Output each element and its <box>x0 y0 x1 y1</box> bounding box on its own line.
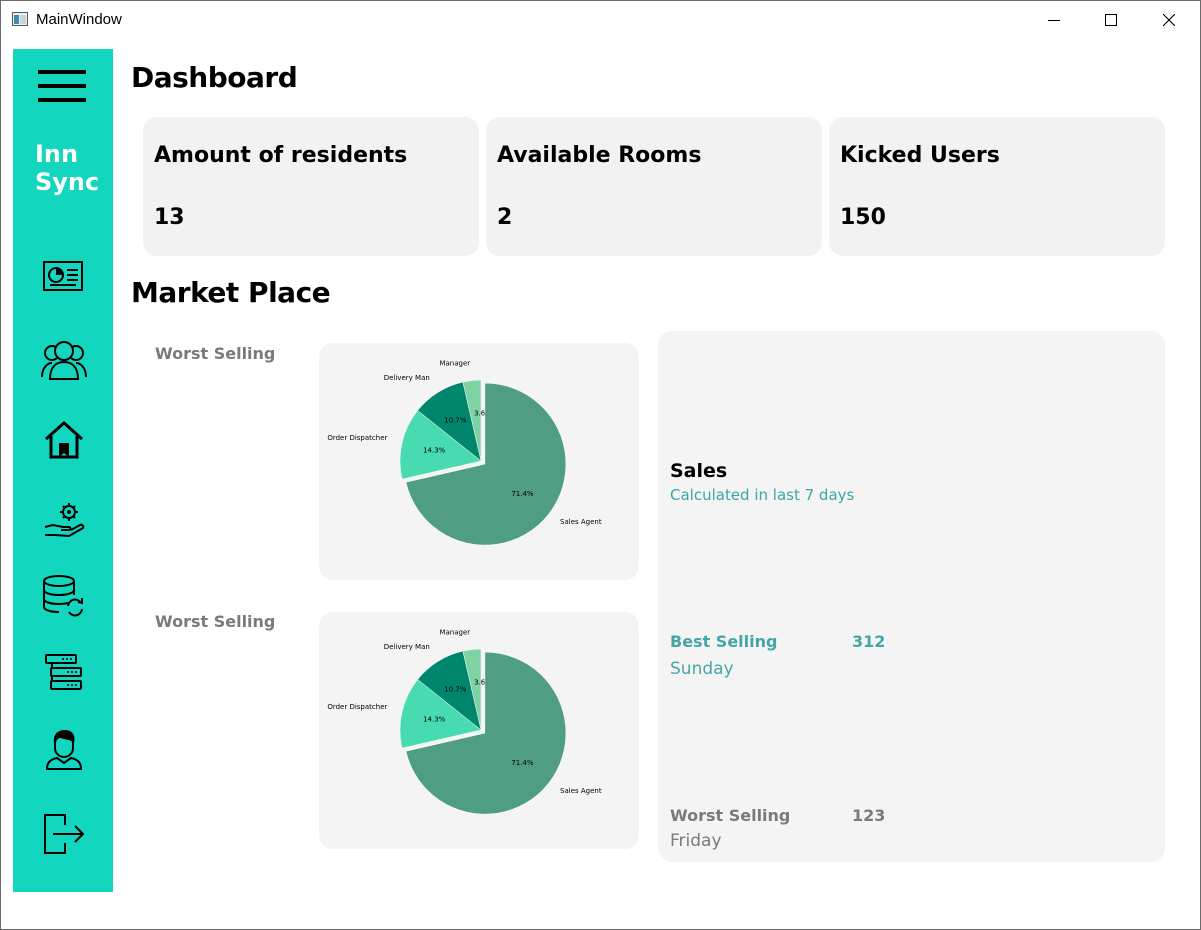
app-window-icon <box>12 12 28 26</box>
server-list-icon[interactable] <box>43 653 85 693</box>
sidebar: Inn Sync <box>13 49 113 892</box>
sales-title: Sales <box>670 460 728 482</box>
card-title: Amount of residents <box>154 143 408 168</box>
pie-category-label: Delivery Man <box>384 374 430 382</box>
close-icon <box>1163 14 1175 26</box>
title-bar: MainWindow <box>1 1 1200 39</box>
pie-percent-label: 3.6% <box>474 678 492 686</box>
dashboard-report-icon[interactable] <box>43 259 83 293</box>
pie-percent-label: 10.7% <box>444 685 467 693</box>
brand-line-2: Sync <box>35 168 100 196</box>
window-title: MainWindow <box>36 11 122 28</box>
menu-icon[interactable] <box>38 67 88 105</box>
close-button[interactable] <box>1140 1 1198 39</box>
home-icon[interactable] <box>44 421 84 459</box>
maximize-icon <box>1105 14 1117 26</box>
users-group-icon[interactable] <box>40 339 88 381</box>
pie-chart: Manager 3.6% Delivery Man 10.7% Order Dispat… <box>327 360 602 546</box>
pie-percent-label: 14.3% <box>423 715 446 723</box>
card-title: Available Rooms <box>497 143 702 168</box>
worst-selling-label: Worst Selling <box>155 612 276 631</box>
pie-percent-label: 71.4% <box>511 490 534 498</box>
brand-logo-text: Inn Sync <box>35 140 99 196</box>
residents-card: Amount of residents 13 <box>143 117 479 256</box>
minimize-icon <box>1048 20 1060 21</box>
card-value: 13 <box>154 205 185 230</box>
pie-slice-sales-agent <box>405 651 567 815</box>
user-profile-icon[interactable] <box>45 729 83 771</box>
card-value: 2 <box>497 205 513 230</box>
pie-category-label: Manager <box>439 360 470 368</box>
pie-category-label: Order Dispatcher <box>327 703 387 711</box>
pie-category-label: Sales Agent <box>560 787 602 795</box>
pie-slice-sales-agent <box>405 382 567 546</box>
kicked-users-card: Kicked Users 150 <box>829 117 1165 256</box>
pie-percent-label: 3.6% <box>474 409 492 417</box>
minimize-button[interactable] <box>1025 1 1083 39</box>
pie-category-label: Sales Agent <box>560 518 602 526</box>
pie-chart-card: Manager 3.6% Delivery Man 10.7% Order Dispat… <box>319 612 639 849</box>
maximize-button[interactable] <box>1082 1 1140 39</box>
pie-slice-order-dispatcher <box>399 679 482 749</box>
pie-percent-label: 14.3% <box>423 446 446 454</box>
database-refresh-icon[interactable] <box>42 575 86 617</box>
pie-chart: Manager 3.6% Delivery Man 10.7% Order Dispat… <box>327 629 602 815</box>
worst-selling-label: Worst Selling <box>670 806 791 825</box>
pie-percent-label: 71.4% <box>511 759 534 767</box>
card-title: Kicked Users <box>840 143 1000 168</box>
market-place-heading: Market Place <box>131 276 331 309</box>
logout-icon[interactable] <box>43 813 85 855</box>
pie-slice-order-dispatcher <box>399 410 482 480</box>
pie-chart-card: Manager 3.6% Delivery Man 10.7% Order Dispat… <box>319 343 639 580</box>
brand-line-1: Inn <box>35 140 79 168</box>
card-value: 150 <box>840 205 886 230</box>
pie-percent-label: 10.7% <box>444 416 467 424</box>
pie-category-label: Order Dispatcher <box>327 434 387 442</box>
pie-category-label: Delivery Man <box>384 643 430 651</box>
sales-panel: Sales Calculated in last 7 days Best Sel… <box>658 331 1165 862</box>
available-rooms-card: Available Rooms 2 <box>486 117 822 256</box>
worst-selling-day: Friday <box>670 831 722 851</box>
worst-selling-value: 123 <box>852 806 886 825</box>
best-selling-value: 312 <box>852 632 886 651</box>
worst-selling-label: Worst Selling <box>155 344 276 363</box>
sales-subtitle: Calculated in last 7 days <box>670 486 855 504</box>
service-gear-hand-icon[interactable] <box>43 501 87 539</box>
pie-category-label: Manager <box>439 629 470 637</box>
dashboard-heading: Dashboard <box>131 61 298 94</box>
best-selling-day: Sunday <box>670 659 734 679</box>
best-selling-label: Best Selling <box>670 632 778 651</box>
